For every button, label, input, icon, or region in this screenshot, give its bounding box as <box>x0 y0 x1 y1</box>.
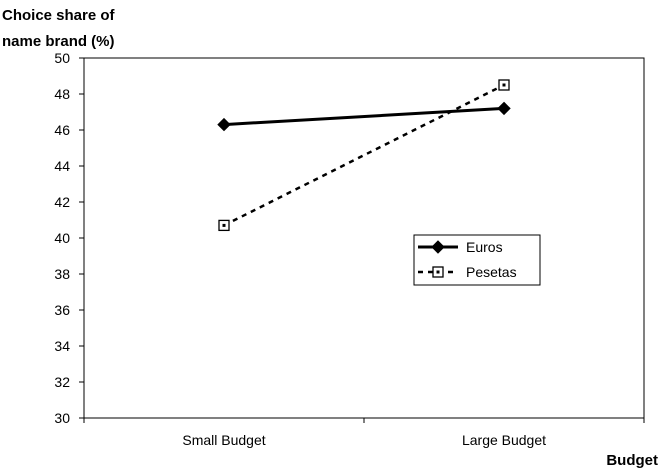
y-axis-title-line-1: Choice share of <box>2 7 116 24</box>
y-tick-label: 48 <box>54 86 70 102</box>
y-tick-label: 42 <box>54 194 70 210</box>
data-point-pesetas-dot <box>222 223 226 227</box>
y-tick-label: 50 <box>54 50 70 66</box>
legend-marker-pesetas-dot <box>436 270 440 274</box>
y-tick-label: 32 <box>54 374 70 390</box>
legend-label-pesetas: Pesetas <box>466 264 517 280</box>
data-point-euros <box>217 117 231 132</box>
series-line-pesetas <box>223 83 505 227</box>
legend-marker-euros <box>431 240 445 254</box>
y-tick-label: 44 <box>54 158 70 174</box>
y-tick-label: 30 <box>54 410 70 426</box>
data-point-euros <box>497 101 511 116</box>
x-tick-label: Large Budget <box>462 432 546 448</box>
x-axis: Small Budget Large Budget <box>83 418 645 448</box>
legend: Euros Pesetas <box>413 234 541 286</box>
legend-label-euros: Euros <box>466 239 503 255</box>
y-tick-label: 36 <box>54 302 70 318</box>
y-tick-label: 38 <box>54 266 70 282</box>
y-axis-title-line-2: name brand (%) <box>2 33 115 50</box>
plot-area <box>83 57 645 419</box>
series-line-euros <box>223 106 505 127</box>
y-axis: 30 32 34 36 38 40 42 44 46 48 50 <box>54 50 84 426</box>
x-axis-title: Budget <box>606 452 658 468</box>
y-tick-label: 40 <box>54 230 70 246</box>
y-tick-label: 46 <box>54 122 70 138</box>
x-tick-label: Small Budget <box>182 432 265 448</box>
y-tick-label: 34 <box>54 338 70 354</box>
series-layer <box>217 79 511 232</box>
data-point-pesetas-dot <box>502 83 506 87</box>
